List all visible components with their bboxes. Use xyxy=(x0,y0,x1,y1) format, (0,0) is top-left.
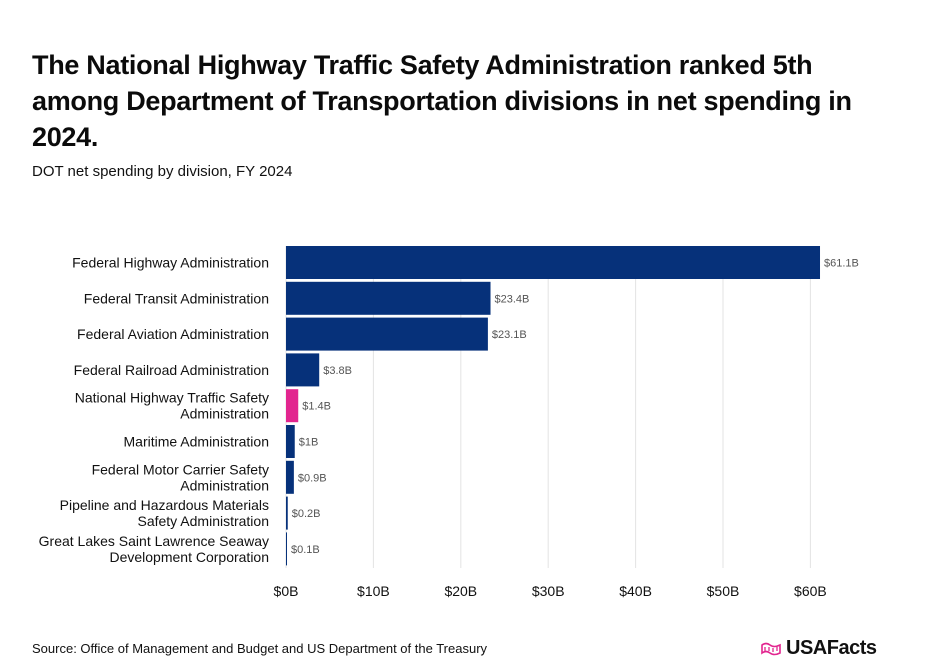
chart-subtitle: DOT net spending by division, FY 2024 xyxy=(32,163,293,180)
category-label: Federal Transit Administration xyxy=(84,290,269,306)
category-label: Federal Highway Administration xyxy=(72,255,269,271)
bar xyxy=(286,460,294,494)
bar xyxy=(286,389,299,423)
source-note: Source: Office of Management and Budget … xyxy=(32,641,488,656)
category-label: Federal Railroad Administration xyxy=(74,362,269,378)
value-label: $0.2B xyxy=(292,508,321,520)
bar xyxy=(286,532,287,566)
value-label: $3.8B xyxy=(323,365,352,377)
x-tick-label: $10B xyxy=(357,583,390,599)
category-label: National Highway Traffic Safety Administr… xyxy=(75,390,269,422)
usafacts-logo-text: USAFacts xyxy=(786,637,877,659)
bar xyxy=(286,246,821,279)
usafacts-logo: USAFacts xyxy=(760,637,877,660)
bar xyxy=(286,317,488,351)
x-tick-label: $50B xyxy=(707,583,740,599)
category-label: Federal Motor Carrier Safety Administrati… xyxy=(92,461,269,493)
usafacts-flag-icon xyxy=(761,642,781,655)
value-label: $1B xyxy=(299,437,319,449)
x-tick-label: $20B xyxy=(444,583,477,599)
value-label: $0.9B xyxy=(298,472,327,484)
x-tick-label: $60B xyxy=(794,583,827,599)
bar xyxy=(286,496,288,530)
value-label: $1.4B xyxy=(302,401,331,413)
value-label: $23.4B xyxy=(495,293,530,305)
x-tick-label: $40B xyxy=(619,583,652,599)
category-label: Pipeline and Hazardous Materials Safety A… xyxy=(60,497,269,529)
value-label: $0.1B xyxy=(291,544,320,556)
category-label: Maritime Administration xyxy=(124,434,270,450)
x-tick-label: $0B xyxy=(274,583,299,599)
value-label: $61.1B xyxy=(824,258,859,270)
category-label: Federal Aviation Administration xyxy=(77,326,269,342)
chart-title: The National Highway Traffic Safety Admi… xyxy=(32,50,852,152)
category-label: Great Lakes Saint Lawrence Seaway Develop… xyxy=(39,533,269,565)
bar xyxy=(286,353,320,387)
bar xyxy=(286,425,295,458)
x-tick-label: $30B xyxy=(532,583,565,599)
value-label: $23.1B xyxy=(492,329,527,341)
bar xyxy=(286,281,491,315)
